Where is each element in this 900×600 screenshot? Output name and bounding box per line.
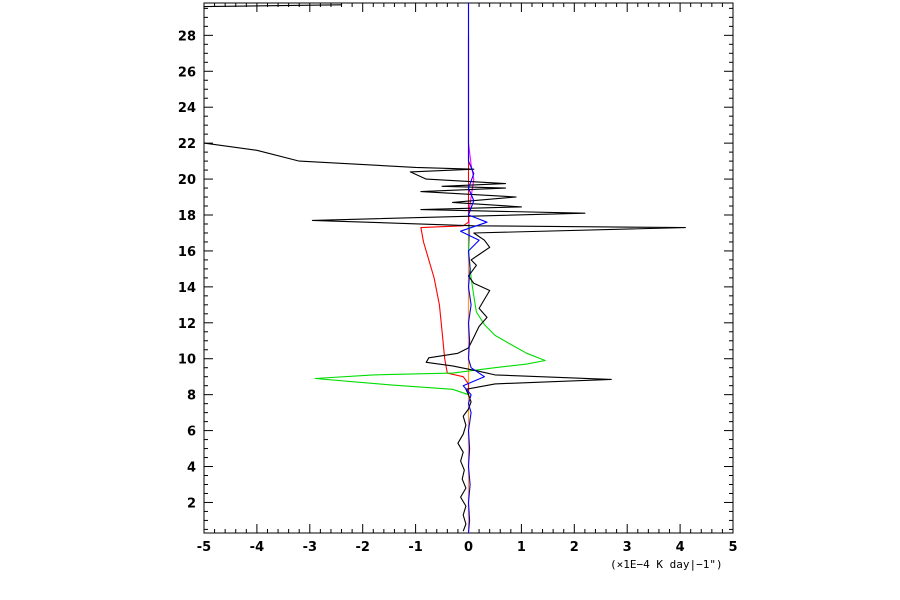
x-tick-label: -1 <box>408 540 422 555</box>
series-line-3 <box>314 224 546 396</box>
x-tick-label: -5 <box>197 540 211 555</box>
y-tick-label: 4 <box>187 461 196 476</box>
x-tick-label: -2 <box>355 540 369 555</box>
series-line-1 <box>203 4 342 8</box>
x-tick-label: 4 <box>676 540 685 555</box>
series-line-2 <box>420 35 470 395</box>
y-tick-label: 10 <box>178 353 196 368</box>
y-tick-label: 8 <box>187 389 196 404</box>
y-tick-label: 14 <box>178 281 196 296</box>
y-tick-label: 6 <box>187 425 196 440</box>
y-tick-label: 20 <box>178 173 196 188</box>
x-tick-label: 1 <box>517 540 526 555</box>
y-tick-label: 12 <box>178 317 196 332</box>
y-tick-label: 24 <box>178 101 196 116</box>
y-tick-label: 26 <box>178 65 196 80</box>
x-tick-label: -4 <box>250 540 264 555</box>
x-tick-label: -3 <box>303 540 317 555</box>
x-tick-label: 2 <box>570 540 579 555</box>
y-tick-label: 22 <box>178 137 196 152</box>
x-tick-label: 5 <box>728 540 737 555</box>
y-tick-label: 16 <box>178 245 196 260</box>
y-tick-label: 18 <box>178 209 196 224</box>
y-tick-label: 28 <box>178 29 196 44</box>
x-unit-label: (×1E−4 K day|−1") <box>610 558 723 571</box>
series-line-0 <box>203 142 686 532</box>
x-tick-label: 0 <box>464 540 473 555</box>
series-line-5 <box>460 3 488 534</box>
y-tick-label: 2 <box>187 496 196 511</box>
x-tick-label: 3 <box>623 540 632 555</box>
